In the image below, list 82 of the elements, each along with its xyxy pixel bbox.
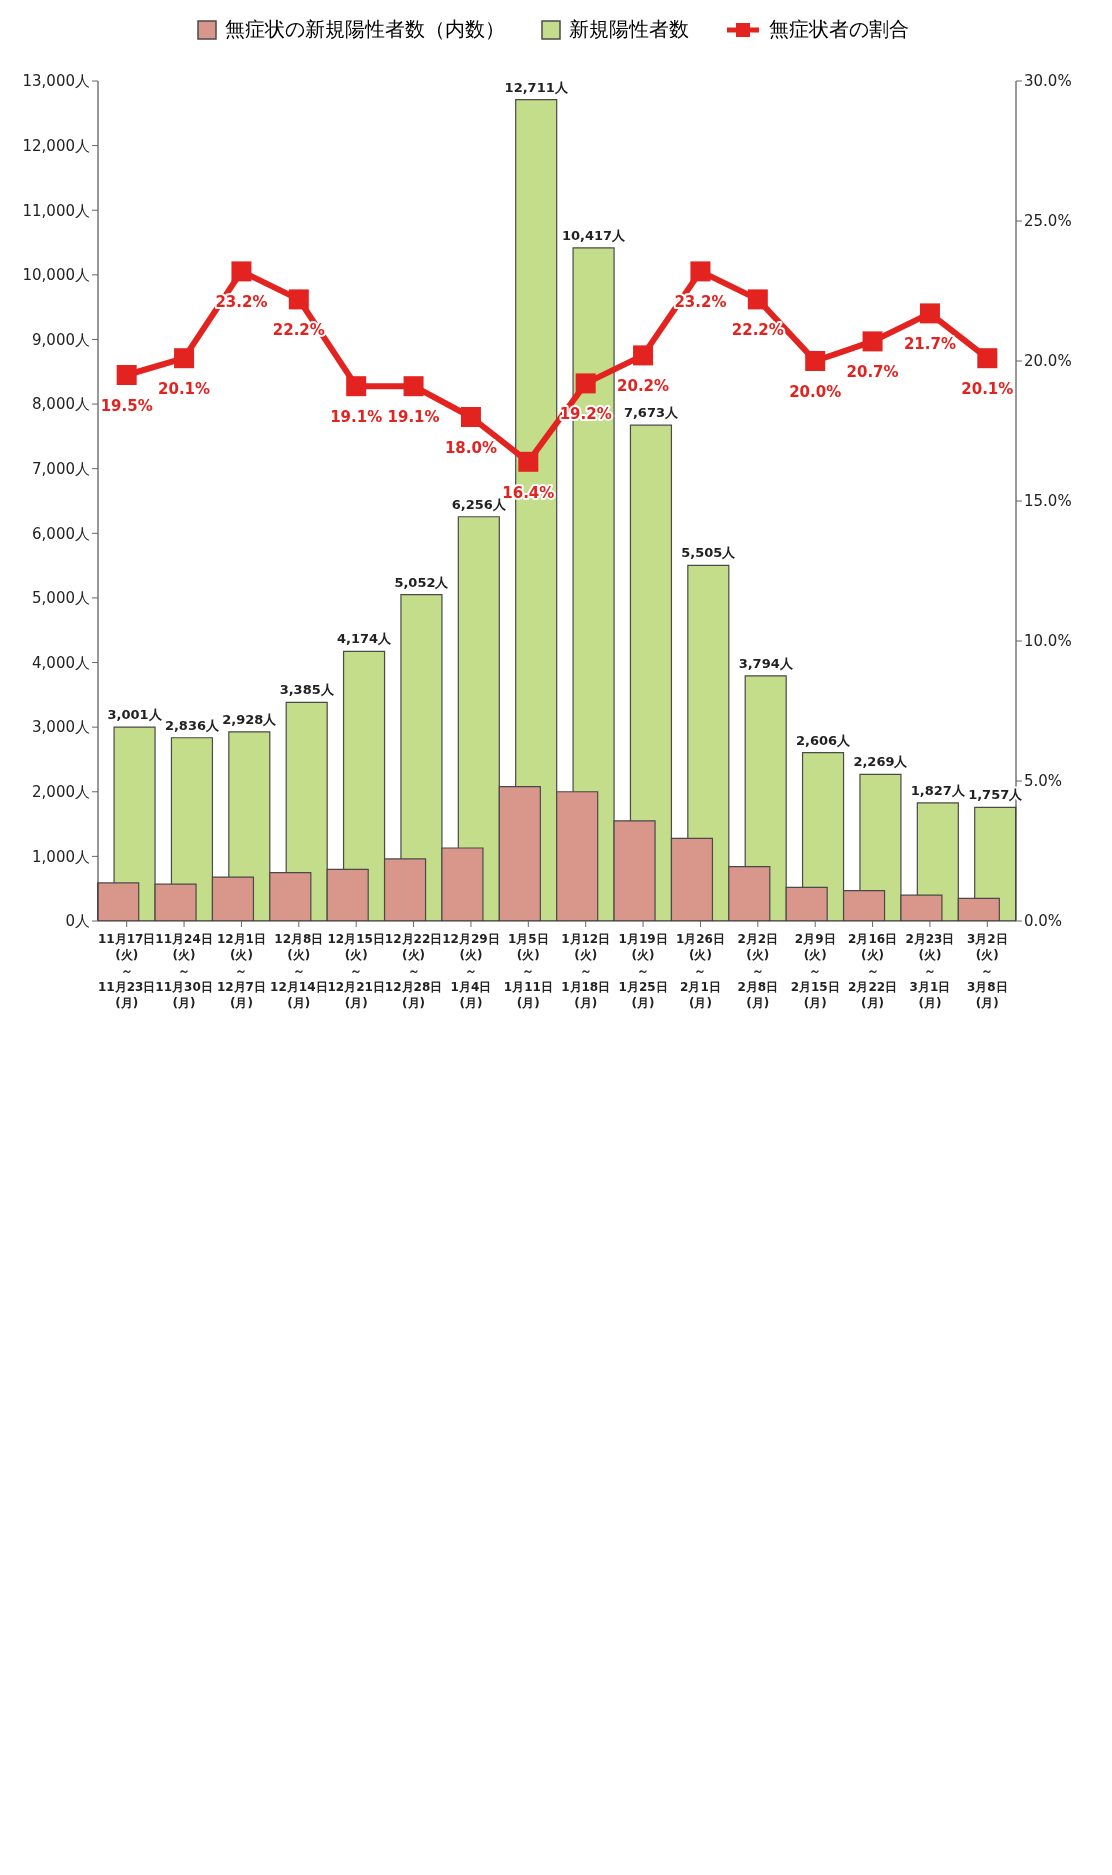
point [116, 365, 137, 385]
x-tick-label: 3月2日 (火) ～ 3月8日 (月) [966, 932, 1008, 1010]
x-tick-label: 11月24日 (火) ～ 11月30日 (月) [155, 932, 213, 1010]
data-label: 12,711人 [504, 79, 569, 95]
point [575, 373, 596, 394]
y2-tick-label: 20.0% [1024, 352, 1072, 371]
y-tick-label: 8,000人 [32, 395, 90, 414]
legend-label: 無症状の新規陽性者数（内数） [225, 16, 505, 43]
x-tick-label: 12月8日 (火) ～ 12月14日 (月) [270, 932, 328, 1010]
x-tick-label: 12月29日 (火) ～ 1月4日 (月) [442, 932, 500, 1010]
data-label: 2,606人 [796, 732, 852, 748]
data-label: 19.5% [100, 397, 153, 415]
point [460, 407, 481, 427]
x-tick-label: 12月1日 (火) ～ 12月7日 (月) [216, 932, 266, 1010]
data-label: 1,757人 [968, 787, 1024, 803]
x-tick-label: 1月12日 (火) ～ 1月18日 (月) [561, 932, 611, 1010]
data-label: 20.1% [158, 380, 211, 399]
data-label: 2,269人 [853, 754, 909, 770]
x-tick-label: 1月26日 (火) ～ 2月1日 (月) [675, 932, 725, 1010]
x-tick-label: 11月17日 (火) ～ 11月23日 (月) [97, 932, 156, 1010]
data-label: 3,385人 [279, 682, 335, 698]
y-tick-label: 12,000人 [22, 136, 90, 155]
data-label: 22.2% [731, 321, 784, 340]
y-tick-label: 5,000人 [32, 589, 90, 608]
y2-tick-label: 5.0% [1024, 772, 1063, 791]
y2-tick-label: 10.0% [1024, 632, 1072, 651]
data-label: 20.1% [961, 380, 1014, 399]
x-tick-label: 12月15日 (火) ～ 12月21日 (月) [327, 932, 385, 1010]
x-tick-label: 1月19日 (火) ～ 1月25日 (月) [618, 932, 668, 1010]
y-tick-label: 10,000人 [22, 266, 90, 285]
data-label: 7,673人 [623, 405, 679, 421]
point [231, 261, 252, 282]
data-label: 21.7% [903, 335, 956, 354]
point [919, 303, 940, 324]
point [403, 376, 424, 397]
y-tick-label: 11,000人 [22, 201, 90, 220]
y-tick-label: 0人 [65, 912, 90, 931]
y2-tick-label: 15.0% [1024, 492, 1072, 511]
x-tick-label: 2月23日 (火) ～ 3月1日 (月) [905, 932, 955, 1010]
data-label: 19.1% [330, 408, 383, 427]
point [633, 345, 654, 366]
data-label: 2,928人 [222, 711, 278, 727]
x-tick-label: 1月5日 (火) ～ 1月11日 (月) [503, 932, 553, 1010]
data-label: 19.1% [387, 408, 440, 427]
point [518, 451, 539, 472]
data-label: 10,417人 [561, 227, 627, 243]
x-tick-label: 2月9日 (火) ～ 2月15日 (月) [790, 932, 840, 1010]
y2-tick-label: 30.0% [1024, 72, 1072, 91]
data-label: 20.2% [617, 377, 670, 396]
x-tick-label: 12月22日 (火) ～ 12月28日 (月) [384, 932, 443, 1010]
point [977, 348, 998, 369]
point [346, 376, 367, 397]
data-label: 3,001人 [107, 707, 163, 723]
point [690, 261, 711, 282]
y-tick-label: 4,000人 [32, 653, 90, 672]
point [174, 348, 195, 369]
y-tick-label: 9,000人 [32, 330, 90, 349]
y-tick-label: 1,000人 [32, 847, 90, 866]
data-label: 1,827人 [910, 782, 966, 798]
data-label: 18.0% [444, 439, 497, 457]
point [747, 289, 768, 310]
data-label: 20.0% [789, 383, 842, 401]
y-tick-label: 7,000人 [32, 460, 90, 479]
data-label: 20.7% [846, 363, 899, 382]
legend-label: 無症状者の割合 [769, 16, 909, 43]
y-tick-label: 3,000人 [32, 718, 90, 737]
data-label: 2,836人 [164, 717, 220, 733]
y2-tick-label: 0.0% [1024, 912, 1063, 931]
y-tick-label: 2,000人 [32, 783, 90, 802]
y2-tick-label: 25.0% [1024, 212, 1072, 231]
data-label: 3,794人 [738, 655, 794, 671]
point [288, 289, 309, 310]
y-tick-label: 13,000人 [22, 72, 90, 91]
x-tick-label: 2月16日 (火) ～ 2月22日 (月) [848, 932, 898, 1010]
point [862, 331, 883, 352]
y-tick-label: 6,000人 [32, 524, 90, 543]
data-label: 4,174人 [337, 631, 393, 647]
data-label: 5,052人 [394, 574, 450, 590]
point [805, 351, 826, 371]
data-label: 5,505人 [681, 545, 737, 561]
x-tick-label: 2月2日 (火) ～ 2月8日 (月) [737, 932, 779, 1010]
legend-label: 新規陽性者数 [569, 16, 689, 43]
